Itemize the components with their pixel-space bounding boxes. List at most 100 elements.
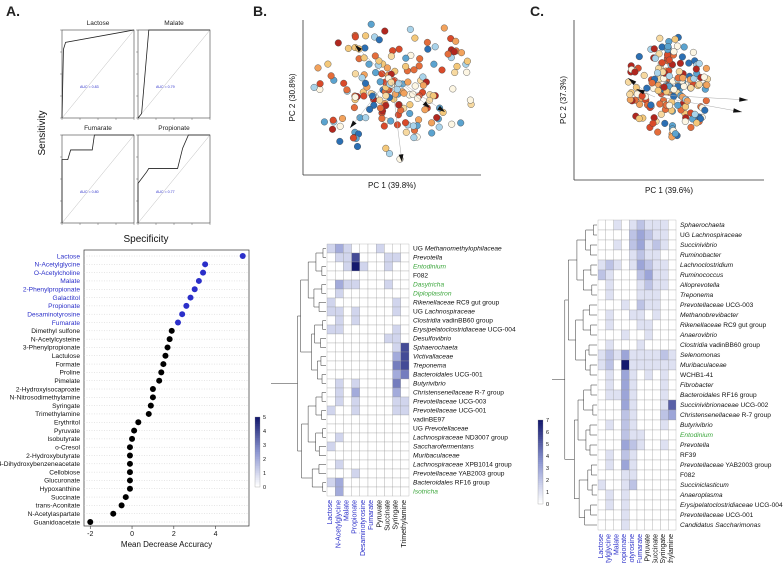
pca-point <box>687 84 695 92</box>
heatmap-cell <box>392 477 401 488</box>
heatmap-cell <box>605 389 614 401</box>
colorbar-segment <box>255 478 260 481</box>
heatmap-cell <box>629 449 638 461</box>
heatmap-cell <box>597 319 606 331</box>
heatmap-row-word: UG <box>413 246 423 253</box>
heatmap-row-label: vadinBE97 <box>413 417 445 424</box>
heatmap-cell <box>621 239 630 251</box>
heatmap-cell <box>629 349 638 361</box>
pca-point <box>329 125 337 133</box>
heatmap-cell <box>384 432 393 443</box>
mda-point <box>147 402 154 409</box>
heatmap-cell <box>351 459 360 470</box>
mda-label: Formate <box>55 361 80 368</box>
heatmap-cell <box>621 269 630 281</box>
heatmap-cell <box>644 509 653 521</box>
heatmap-cell <box>660 429 669 441</box>
heatmap-cell <box>367 297 377 308</box>
heatmap-cell <box>359 441 369 452</box>
heatmap-cell <box>367 333 377 344</box>
heatmap-cell <box>367 414 377 425</box>
pca-point <box>430 60 438 68</box>
heatmap-column-label: Lactose <box>327 500 334 525</box>
heatmap-cell <box>335 441 344 452</box>
heatmap-cell <box>597 279 606 291</box>
heatmap-cell <box>644 459 653 471</box>
heatmap-cell <box>400 279 410 290</box>
mda-point <box>195 277 202 284</box>
heatmap-cell <box>359 468 369 479</box>
heatmap-cell <box>636 249 645 261</box>
pca-point <box>433 114 441 122</box>
heatmap-cell <box>636 459 645 471</box>
colorbar-segment <box>255 448 260 451</box>
dendrogram-branch <box>589 364 597 376</box>
pca-point <box>428 119 436 127</box>
heatmap-cell <box>613 519 622 531</box>
heatmap-cell <box>597 229 606 241</box>
colorbar-segment <box>538 493 543 496</box>
pca-point <box>647 101 655 109</box>
mda-label: N-Acetylglycine <box>35 262 81 269</box>
heatmap-cell <box>605 259 614 271</box>
pca-point <box>367 20 375 28</box>
heatmap-column-label: Trimethylamine <box>401 500 408 548</box>
heatmap-cell <box>629 259 638 271</box>
dendrogram-branch <box>322 320 326 330</box>
heatmap-row-word: Lachnospiraceae <box>690 232 742 239</box>
heatmap-row-label: Christensenellaceae R-7 group <box>680 412 771 419</box>
mda-label: Isobutyrate <box>47 436 80 443</box>
heatmap-row-label: Desulfovibrio <box>413 336 451 343</box>
heatmap-cell <box>644 269 653 281</box>
heatmap-cell <box>621 489 630 501</box>
colorbar-segment <box>538 459 543 463</box>
heatmap-cell <box>668 399 677 411</box>
pca-point <box>362 79 370 87</box>
heatmap-cell <box>359 261 369 272</box>
heatmap-row-word: Succiniclasticum <box>680 482 729 489</box>
roc-curve <box>61 134 134 223</box>
loading-arrowhead <box>739 97 748 102</box>
heatmap-cell <box>652 369 661 381</box>
mda-point <box>149 386 156 392</box>
pca-point <box>366 105 374 113</box>
pca-point <box>415 62 423 70</box>
heatmap-cell <box>400 405 410 416</box>
heatmap-cell <box>644 499 653 511</box>
heatmap-cell <box>613 509 622 521</box>
heatmap-cell <box>400 270 410 281</box>
pca-point <box>702 97 710 105</box>
colorbar-tick-label: 6 <box>546 430 549 436</box>
mda-point <box>126 452 133 459</box>
heatmap-cell <box>613 329 622 341</box>
heatmap-cell <box>392 378 401 389</box>
heatmap-cell <box>644 479 653 491</box>
heatmap-cell <box>621 449 630 461</box>
colorbar-segment <box>538 436 543 440</box>
heatmap-cell <box>384 333 393 344</box>
colorbar-segment <box>255 473 260 476</box>
heatmap-row-word: RC9 <box>721 322 736 329</box>
mda-label: 3,4-Dihydroxybenzeneacetate <box>0 461 80 468</box>
pca-point <box>453 62 461 70</box>
heatmap-row-word: RC9 <box>454 300 469 307</box>
colorbar-segment <box>255 445 260 448</box>
heatmap-cell <box>636 489 645 501</box>
heatmap-row-word: Prevotellaceae <box>413 408 457 415</box>
heatmap-cell <box>351 360 360 371</box>
heatmap-row-word: Clostridia <box>680 342 708 349</box>
heatmap-cell <box>613 349 622 361</box>
heatmap-cell <box>605 449 614 461</box>
colorbar-segment <box>538 422 543 425</box>
pca-point <box>395 45 403 53</box>
heatmap-cell <box>326 360 336 371</box>
colorbar-segment <box>255 434 260 437</box>
heatmap-cell <box>392 432 401 443</box>
heatmap-cell <box>613 319 622 331</box>
pca-point <box>635 115 643 123</box>
heatmap-cell <box>400 315 410 326</box>
pca-point <box>424 45 432 53</box>
heatmap-row-label: Muribaculaceae <box>413 453 460 460</box>
heatmap-cell <box>613 499 622 511</box>
heatmap-cell <box>392 360 401 371</box>
